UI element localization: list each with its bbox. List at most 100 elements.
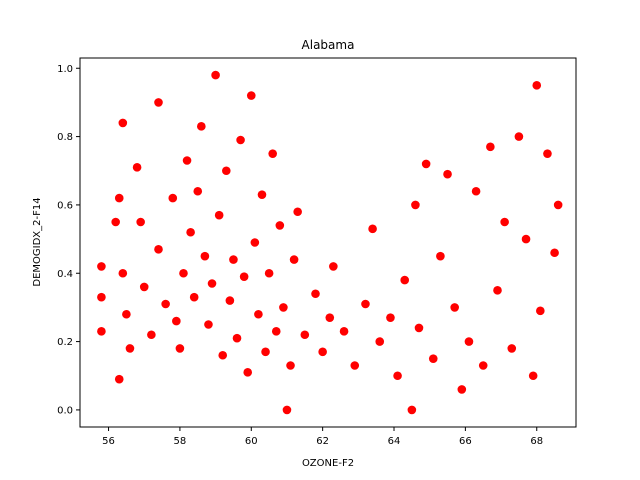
data-point	[514, 132, 524, 141]
points-layer	[97, 70, 563, 415]
data-point	[122, 309, 131, 319]
data-point	[464, 337, 474, 346]
data-point	[325, 313, 335, 322]
data-point	[147, 330, 156, 340]
y-tick-label: 0.0	[57, 405, 73, 416]
data-point	[154, 245, 163, 254]
x-tick-label: 58	[174, 436, 187, 447]
data-point	[279, 303, 288, 312]
x-tick-label: 66	[459, 436, 472, 447]
data-point	[478, 361, 488, 370]
data-point	[264, 268, 274, 278]
x-tick-label: 62	[316, 436, 329, 447]
data-point	[543, 149, 552, 158]
y-axis: 0.0 0.2 0.4 0.6 0.8 1.0	[57, 64, 80, 416]
data-point	[182, 156, 192, 165]
data-point	[97, 292, 106, 302]
data-point	[528, 371, 538, 381]
data-point	[197, 122, 206, 131]
data-point	[261, 347, 270, 357]
data-point	[118, 268, 128, 278]
data-point	[289, 255, 299, 264]
data-point	[368, 224, 377, 234]
y-tick-label: 0.6	[57, 200, 73, 211]
y-tick-label: 1.0	[57, 64, 73, 75]
data-point	[118, 118, 128, 128]
data-point	[257, 190, 267, 199]
y-tick-label: 0.8	[57, 132, 73, 143]
data-point	[500, 217, 509, 227]
data-point	[207, 279, 217, 288]
data-point	[329, 262, 338, 271]
data-point	[97, 327, 106, 336]
data-point	[275, 221, 285, 230]
data-point	[375, 337, 385, 346]
data-point	[214, 210, 224, 220]
data-point	[232, 333, 242, 343]
data-point	[229, 255, 238, 264]
data-point	[386, 313, 395, 322]
data-point	[471, 186, 481, 196]
data-point	[168, 193, 178, 203]
x-tick-label: 56	[102, 436, 115, 447]
data-point	[186, 227, 195, 237]
data-point	[486, 142, 495, 152]
data-point	[97, 262, 106, 271]
data-point	[436, 251, 445, 261]
data-point	[172, 316, 181, 326]
data-point	[450, 303, 459, 312]
x-tick-label: 60	[245, 436, 258, 447]
data-point	[111, 217, 120, 227]
data-point	[136, 217, 145, 227]
data-point	[536, 306, 545, 316]
x-tick-label: 64	[388, 436, 401, 447]
data-point	[493, 286, 502, 295]
data-point	[268, 149, 277, 158]
x-tick-label: 68	[530, 436, 543, 447]
data-point	[139, 282, 149, 292]
data-point	[200, 251, 210, 261]
y-axis-label: DEMOGIDX_2-F14	[32, 197, 43, 286]
data-point	[532, 81, 542, 90]
data-point	[254, 309, 263, 319]
data-point	[339, 327, 349, 336]
data-point	[428, 354, 438, 363]
data-point	[407, 405, 417, 415]
data-point	[218, 350, 228, 360]
data-point	[282, 405, 292, 415]
data-point	[114, 193, 124, 203]
data-point	[350, 361, 360, 370]
data-point	[286, 361, 295, 370]
data-point	[225, 296, 235, 305]
data-point	[311, 289, 320, 299]
data-point	[318, 347, 327, 357]
data-point	[400, 275, 410, 285]
data-point	[243, 368, 253, 377]
chart-title: Alabama	[302, 38, 355, 52]
data-point	[114, 374, 124, 384]
data-point	[175, 344, 185, 353]
data-point	[293, 207, 302, 217]
data-point	[271, 327, 281, 336]
data-point	[193, 186, 203, 196]
data-point	[421, 159, 431, 169]
data-point	[189, 292, 199, 302]
data-point	[411, 200, 420, 210]
data-point	[125, 344, 135, 353]
data-point	[211, 70, 220, 80]
plot-frame	[79, 57, 577, 428]
data-point	[132, 163, 142, 172]
data-point	[414, 323, 424, 333]
x-axis-label: OZONE-F2	[302, 458, 354, 469]
data-point	[550, 248, 559, 258]
data-point	[179, 268, 188, 278]
y-tick-label: 0.4	[57, 269, 73, 280]
data-point	[457, 385, 467, 394]
data-point	[246, 91, 256, 100]
data-point	[161, 299, 170, 309]
y-tick-label: 0.2	[57, 337, 73, 348]
x-axis: 56 58 60 62 64 66 68	[102, 427, 543, 447]
data-point	[222, 166, 231, 176]
